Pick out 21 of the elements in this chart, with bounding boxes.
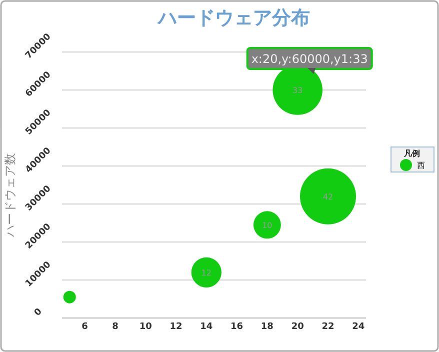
- annotation: 42: [322, 192, 334, 202]
- tooltip-callout: x:20,y:60000,y1:33: [246, 47, 373, 74]
- x-tick-label: 20: [291, 322, 304, 332]
- x-tick-label: 16: [230, 322, 244, 332]
- x-tick-label: 22: [322, 322, 334, 332]
- x-tick-label: 24: [352, 322, 365, 332]
- annotation: 10: [262, 220, 272, 230]
- chart-title: ハードウェア分布: [156, 7, 310, 29]
- x-tick-label: 12: [170, 322, 182, 332]
- x-tick-label: 8: [112, 322, 118, 332]
- x-tick-label: 6: [82, 322, 88, 332]
- x-tick-label: 14: [200, 322, 213, 332]
- x-tick-label: 10: [139, 322, 152, 332]
- y-axis-title: ハードウェア数: [3, 153, 17, 238]
- annotation: x:20,y:60000,y1:33: [251, 52, 368, 66]
- y-tick-label: 0: [32, 306, 44, 318]
- annotation: 33: [292, 86, 303, 95]
- annotation: 12: [201, 268, 212, 278]
- legend-title: 凡例: [403, 149, 420, 158]
- x-tick-label: 18: [260, 322, 274, 332]
- legend-label: 西: [417, 161, 425, 170]
